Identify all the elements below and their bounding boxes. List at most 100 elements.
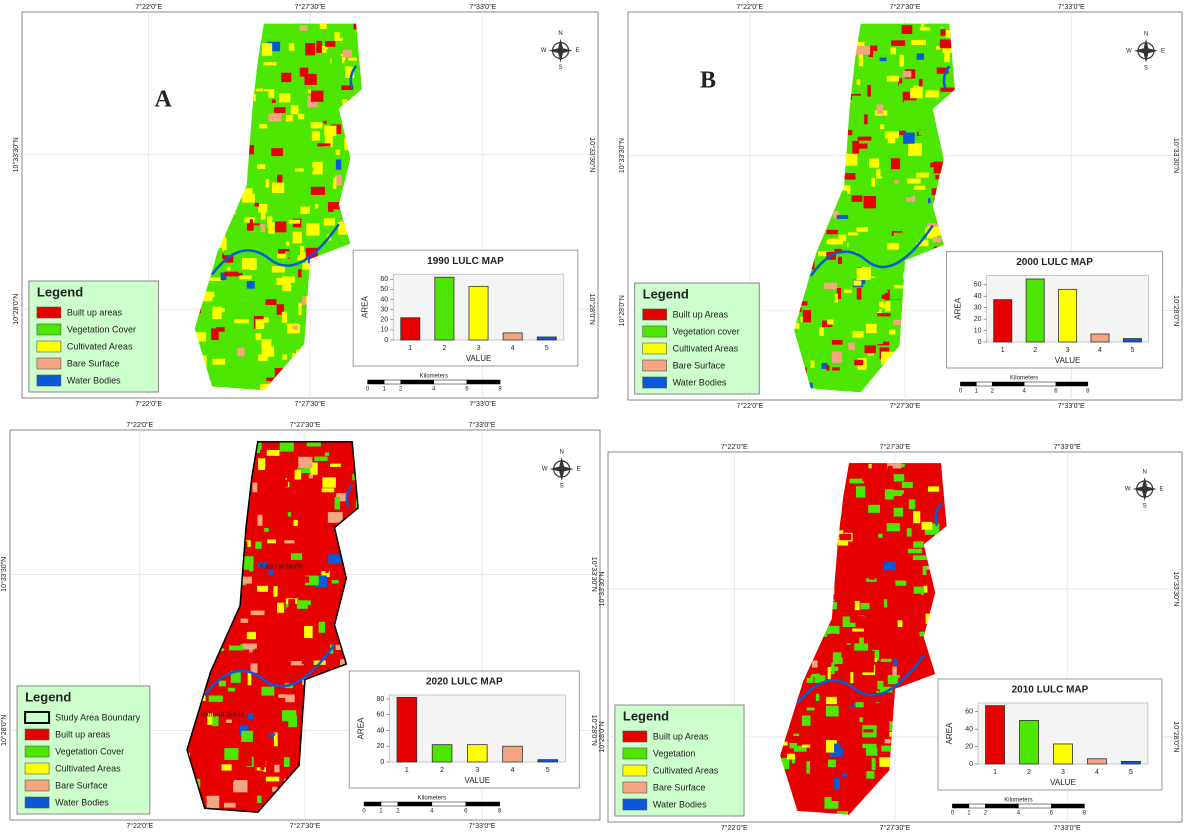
land-cover <box>856 702 864 707</box>
land-cover <box>894 508 903 517</box>
legend-label: Water Bodies <box>67 375 121 385</box>
x-tick-label: 4 <box>511 767 515 774</box>
land-cover <box>255 649 267 658</box>
land-cover <box>857 288 862 300</box>
coord-label: 7°27'30"E <box>295 3 326 11</box>
land-cover <box>853 280 861 285</box>
land-cover <box>263 363 271 373</box>
land-cover <box>827 378 837 386</box>
y-tick-label: 40 <box>965 726 973 733</box>
land-cover <box>867 335 875 346</box>
land-cover <box>877 339 883 345</box>
legend-label: Built up areas <box>67 307 123 317</box>
land-cover <box>889 95 896 106</box>
land-cover <box>297 291 302 303</box>
scale-title: Kilometers <box>418 796 446 802</box>
land-cover <box>907 634 919 647</box>
land-cover <box>271 148 283 156</box>
land-cover <box>211 328 219 340</box>
scale-segment <box>952 804 969 808</box>
land-cover <box>890 583 896 595</box>
land-cover <box>298 457 312 468</box>
scale-title: Kilometers <box>1004 798 1032 804</box>
bar <box>538 760 558 762</box>
land-cover <box>311 122 323 128</box>
land-cover <box>272 183 284 193</box>
land-cover <box>909 500 915 510</box>
y-tick-label: 20 <box>965 743 973 750</box>
land-cover <box>282 312 287 323</box>
land-cover <box>919 79 923 87</box>
land-cover <box>944 50 950 63</box>
land-cover <box>787 754 795 760</box>
land-cover <box>848 343 855 351</box>
bar <box>503 746 523 762</box>
legend-title: Legend <box>37 284 83 299</box>
land-cover <box>224 272 238 277</box>
legend-swatch <box>643 309 667 320</box>
land-cover <box>908 561 921 571</box>
land-cover <box>307 537 315 548</box>
land-cover <box>266 76 277 84</box>
legend-label: Cultivated Areas <box>673 343 739 353</box>
land-cover <box>856 227 868 232</box>
land-cover <box>902 482 913 488</box>
bar <box>503 333 522 340</box>
legend-label: Vegetation cover <box>673 326 740 336</box>
land-cover <box>854 643 868 650</box>
land-cover <box>273 586 277 597</box>
land-cover <box>303 168 314 172</box>
land-cover <box>274 736 278 747</box>
coord-label: 10°28'0"N <box>0 715 8 746</box>
land-cover <box>228 657 237 670</box>
coord-label: 7°33'0"E <box>1054 824 1081 832</box>
land-cover <box>811 352 819 360</box>
land-cover <box>849 479 863 484</box>
land-cover <box>281 139 293 150</box>
x-axis-label: VALUE <box>1055 356 1081 365</box>
land-cover <box>832 367 840 370</box>
land-cover <box>873 515 883 522</box>
land-cover <box>914 186 925 190</box>
land-cover <box>288 715 297 727</box>
land-cover <box>907 528 912 536</box>
land-cover <box>306 223 319 235</box>
land-cover <box>838 257 842 264</box>
land-cover <box>288 599 295 608</box>
land-cover <box>792 792 807 800</box>
land-cover <box>255 542 261 549</box>
land-cover <box>909 490 917 494</box>
land-cover <box>803 705 806 712</box>
land-cover <box>284 757 290 767</box>
coord-label: 7°27'30"E <box>295 400 326 408</box>
land-cover <box>212 359 225 365</box>
land-cover <box>917 53 924 59</box>
land-cover <box>261 212 266 220</box>
land-cover <box>850 616 864 623</box>
land-cover <box>336 150 340 155</box>
land-cover <box>237 348 244 357</box>
land-cover <box>207 796 220 809</box>
y-tick-label: 50 <box>380 286 388 293</box>
land-cover <box>247 281 255 289</box>
land-cover <box>871 178 875 186</box>
land-cover <box>807 678 814 683</box>
land-cover <box>315 204 318 208</box>
land-cover <box>261 272 273 279</box>
land-cover <box>854 360 863 365</box>
compass-letter: E <box>577 467 581 473</box>
map-panel: 7°22'0"E7°27'30"E7°33'0"E7°22'0"E7°27'30… <box>0 421 600 832</box>
x-tick-label: 2 <box>1027 769 1031 776</box>
land-cover <box>279 751 285 758</box>
land-cover <box>829 646 832 654</box>
land-cover <box>826 697 837 704</box>
compass-letter: N <box>558 31 562 37</box>
land-cover <box>266 777 279 782</box>
figure: 7°22'0"E7°27'30"E7°33'0"E7°22'0"E7°27'30… <box>0 0 1186 832</box>
land-cover <box>312 162 322 175</box>
land-cover <box>230 641 241 645</box>
land-cover <box>272 266 285 272</box>
x-tick-label: 4 <box>1098 347 1102 354</box>
land-cover <box>242 577 252 584</box>
legend-label: Cultivated Areas <box>653 765 719 775</box>
